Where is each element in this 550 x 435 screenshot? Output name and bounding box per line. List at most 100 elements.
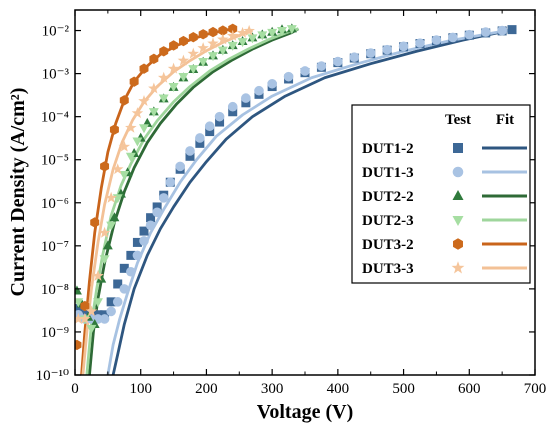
- point-dut1-3: [398, 41, 409, 52]
- point-dut1-3: [316, 61, 327, 71]
- legend-label-dut2-2: DUT2-2: [362, 189, 414, 205]
- x-tick-label: 100: [129, 381, 152, 397]
- y-tick-label: 10⁻⁴: [41, 110, 69, 126]
- point-dut2-3: [93, 298, 103, 308]
- legend-header-fit: Fit: [496, 112, 514, 128]
- point-dut3-3: [125, 121, 137, 133]
- point-dut2-3: [267, 28, 278, 38]
- legend-marker-dut1-2: [453, 143, 463, 153]
- point-dut3-2: [159, 46, 169, 57]
- legend: Test Fit DUT1-2DUT1-3DUT2-2DUT2-3DUT3-2D…: [351, 104, 531, 284]
- point-dut2-3: [227, 41, 238, 51]
- point-dut2-2: [102, 240, 113, 250]
- point-dut1-3: [175, 161, 185, 172]
- point-dut1-3: [139, 236, 149, 246]
- legend-label-dut1-2: DUT1-2: [362, 141, 414, 157]
- point-dut1-3: [241, 93, 251, 103]
- point-dut3-2: [188, 32, 198, 43]
- point-dut1-3: [195, 133, 205, 143]
- point-dut2-3: [286, 25, 297, 35]
- point-dut2-3: [237, 38, 248, 48]
- x-tick-label: 500: [392, 381, 415, 397]
- point-dut1-3: [99, 314, 110, 324]
- x-axis-label: Voltage (V): [257, 401, 353, 423]
- point-dut2-3: [277, 26, 287, 36]
- legend-rows: DUT1-2 DUT1-3 DUT2-2 DUT2-3 DUT3-2 DUT3-3: [362, 141, 527, 277]
- point-dut3-2: [129, 76, 139, 87]
- point-dut3-3: [131, 107, 144, 119]
- point-dut1-3: [267, 78, 277, 89]
- point-dut3-2: [198, 29, 208, 40]
- point-dut2-3: [75, 298, 84, 308]
- point-dut3-3: [236, 26, 249, 38]
- y-tick-label: 10⁻⁶: [41, 196, 69, 212]
- point-dut2-3: [208, 52, 218, 62]
- x-tick-label: 400: [327, 381, 350, 397]
- point-dut3-3: [157, 71, 170, 83]
- point-dut1-3: [112, 297, 123, 307]
- legend-label-dut1-3: DUT1-3: [362, 165, 414, 181]
- point-dut1-3: [106, 306, 116, 317]
- x-tick-label: 200: [195, 381, 218, 397]
- point-dut3-2: [169, 40, 179, 51]
- point-dut1-3: [300, 66, 310, 76]
- point-dut1-2: [507, 25, 517, 35]
- point-dut1-3: [214, 111, 225, 122]
- point-dut1-3: [349, 52, 360, 63]
- fit-line-dut2-2: [88, 27, 300, 375]
- point-dut1-3: [254, 85, 264, 96]
- point-dut1-2: [126, 250, 136, 260]
- point-dut1-3: [204, 121, 215, 132]
- y-tick-label: 10⁻⁸: [41, 282, 69, 298]
- point-dut3-2: [119, 95, 129, 106]
- point-dut1-3: [497, 25, 507, 36]
- legend-marker-dut2-2: [452, 190, 464, 200]
- point-dut2-3: [198, 57, 209, 67]
- x-tick-label: 700: [524, 381, 547, 397]
- y-tick-label: 10⁻¹⁰: [36, 368, 69, 384]
- y-tick-label: 10⁻²: [42, 24, 70, 40]
- point-dut3-2: [149, 53, 159, 65]
- point-dut3-3: [243, 24, 255, 36]
- point-dut3-3: [105, 191, 117, 203]
- legend-label-dut3-3: DUT3-3: [362, 261, 414, 277]
- legend-box: [351, 104, 531, 284]
- point-dut2-3: [86, 324, 97, 334]
- point-dut3-2: [208, 26, 218, 38]
- point-dut3-3: [92, 269, 104, 281]
- point-dut3-3: [98, 226, 111, 238]
- x-tick-label: 600: [458, 381, 481, 397]
- point-dut2-3: [119, 171, 130, 181]
- point-dut3-3: [111, 163, 124, 175]
- point-dut2-3: [178, 73, 189, 83]
- point-dut2-3: [168, 82, 179, 92]
- point-dut3-3: [79, 312, 91, 324]
- point-dut2-3: [132, 137, 143, 147]
- point-dut3-3: [207, 37, 219, 49]
- point-dut3-3: [75, 312, 85, 324]
- point-dut3-2: [90, 217, 100, 228]
- point-dut1-2: [113, 279, 123, 289]
- point-dut2-2: [75, 285, 82, 295]
- legend-label-dut3-2: DUT3-2: [362, 237, 414, 253]
- legend-label-dut2-3: DUT2-3: [362, 213, 414, 229]
- point-dut1-3: [126, 266, 136, 277]
- point-dut1-3: [480, 27, 491, 37]
- point-dut2-3: [106, 221, 117, 231]
- legend-marker-dut3-2: [453, 238, 463, 250]
- point-dut1-2: [139, 226, 149, 236]
- legend-marker-dut1-3: [452, 166, 464, 178]
- point-dut1-3: [152, 207, 162, 218]
- point-dut1-3: [415, 38, 425, 48]
- point-dut3-2: [100, 161, 110, 172]
- point-dut3-3: [217, 33, 229, 45]
- y-tick-label: 10⁻⁹: [41, 325, 69, 341]
- x-tick-label: 300: [261, 381, 284, 397]
- point-dut3-3: [197, 42, 209, 54]
- point-dut3-2: [178, 35, 188, 47]
- point-dut2-3: [148, 108, 159, 118]
- point-dut1-2: [146, 213, 156, 223]
- fit-line-dut1-3: [106, 29, 509, 375]
- point-dut1-3: [119, 284, 130, 294]
- point-dut3-2: [139, 63, 149, 74]
